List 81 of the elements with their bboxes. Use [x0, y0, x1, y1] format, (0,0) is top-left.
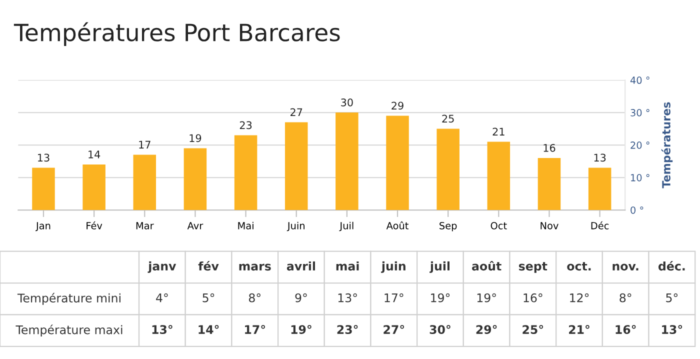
category-label: sept: [518, 262, 548, 273]
x-tick-label: Sep: [440, 222, 457, 232]
data-label: 19°: [291, 324, 312, 334]
x-tick-label: Oct: [490, 222, 507, 230]
data-label: 8°: [248, 293, 260, 302]
bar: [436, 128, 460, 210]
data-label: 23°: [337, 324, 358, 334]
bar: [386, 116, 409, 210]
category-label: janv: [148, 261, 176, 273]
bar: [487, 142, 510, 210]
chart-title: Températures Port Barcares: [14, 22, 340, 46]
data-label: 16: [544, 144, 556, 152]
bar: [284, 122, 308, 210]
y2-tick-label: 20 °: [630, 142, 650, 149]
data-label: 19°: [431, 293, 450, 302]
category-label: juil: [430, 261, 450, 273]
x-tick-label: Août: [386, 221, 408, 230]
category-label: mai: [336, 261, 359, 271]
x-tick-label: Déc: [591, 221, 609, 230]
y2-tick-label: 40 °: [630, 76, 650, 84]
data-label: 19: [190, 134, 202, 142]
data-label: 9°: [295, 293, 307, 302]
data-label: 14: [88, 150, 100, 158]
data-label: 23: [240, 121, 252, 130]
y2-tick-label: 30 °: [630, 109, 650, 116]
x-tick-label: Fév: [86, 221, 102, 230]
data-label: 17°: [384, 293, 404, 302]
data-label: 17: [139, 140, 150, 148]
y2-axis-title: Températures: [661, 102, 673, 188]
data-label: 4°: [156, 293, 168, 302]
bar: [234, 135, 258, 210]
x-tick-label: Jan: [35, 222, 50, 232]
category-label: fév: [198, 260, 219, 271]
category-label: août: [472, 260, 502, 271]
data-label: 13°: [152, 324, 172, 334]
data-label: 13°: [338, 293, 357, 302]
bar: [82, 164, 106, 210]
data-label: 13: [594, 154, 606, 162]
bar: [336, 112, 358, 210]
x-tick-label: Nov: [540, 222, 558, 230]
bar: [133, 154, 156, 210]
data-label: 12°: [570, 293, 589, 302]
data-label: 5°: [666, 293, 678, 302]
data-label: 30°: [430, 324, 450, 334]
series-label: Température mini: [17, 292, 120, 305]
bar: [32, 168, 55, 210]
category-label: oct.: [567, 262, 591, 271]
y2-tick-label: 10 °: [631, 174, 650, 182]
data-label: 21: [492, 128, 504, 136]
data-label: 27: [290, 108, 302, 116]
data-label: 25°: [522, 324, 544, 334]
bar: [588, 168, 612, 210]
series-label: Température maxi: [16, 324, 122, 337]
bar: [538, 158, 561, 210]
category-label: juin: [381, 261, 406, 273]
x-tick-label: Mai: [238, 222, 254, 230]
data-label: 21°: [569, 324, 590, 334]
data-label: 27°: [384, 324, 404, 334]
data-label: 16°: [616, 324, 636, 334]
category-label: nov.: [612, 264, 638, 271]
x-tick-label: Juin: [286, 222, 304, 232]
x-tick-label: Avr: [187, 222, 204, 230]
data-label: 25: [442, 114, 454, 123]
bar: [184, 148, 207, 210]
data-label: 17°: [245, 324, 265, 334]
y2-tick-label: 0 °: [630, 206, 644, 214]
data-label: 19°: [477, 293, 496, 302]
data-label: 8°: [620, 293, 632, 302]
data-label: 29: [392, 102, 404, 110]
category-label: avril: [286, 261, 316, 271]
x-tick-label: Mar: [136, 222, 154, 230]
category-label: déc.: [658, 260, 685, 271]
data-label: 30: [341, 98, 353, 106]
data-label: 5°: [202, 293, 214, 302]
data-label: 29°: [476, 324, 497, 334]
data-label: 13°: [662, 324, 682, 334]
data-label: 13: [38, 154, 50, 162]
x-tick-label: Juil: [339, 222, 354, 232]
data-label: 14°: [198, 324, 219, 334]
data-label: 16°: [524, 293, 542, 302]
category-label: mars: [239, 264, 271, 271]
